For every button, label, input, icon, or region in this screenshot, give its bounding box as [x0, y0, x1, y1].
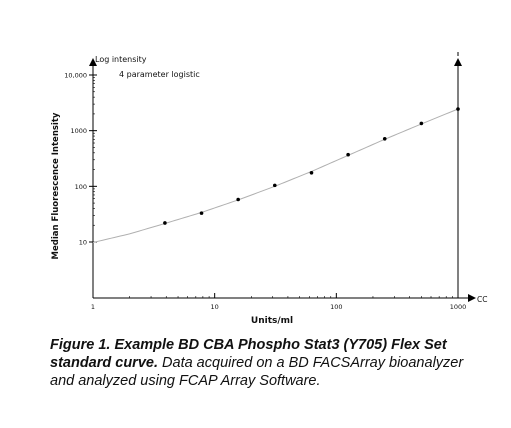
y-axis-label: Median Fluorescence Intensity [51, 112, 61, 259]
data-point [236, 197, 240, 202]
data-points [163, 107, 460, 225]
fit-curve [92, 108, 459, 243]
curve-type-annotation: 4 parameter logistic [119, 70, 200, 79]
y-tick-label: 10 [79, 239, 87, 247]
data-point [163, 221, 167, 225]
y-tick-label: 100 [75, 183, 87, 191]
data-point [382, 136, 387, 141]
caption-body: Data acquired on a BD FACSArray bioanaly… [50, 355, 464, 389]
x-tick-label: 1000 [450, 303, 467, 311]
y-axis-top-label: Log intensity [95, 55, 147, 64]
x-tick-label: 100 [330, 303, 342, 311]
y-tick-label: 10,000 [64, 72, 87, 80]
data-point [309, 171, 314, 175]
y-tick-label: 1000 [70, 127, 87, 135]
x-axis-label: Units/ml [251, 316, 293, 326]
x-axis-end-label: CC [477, 295, 487, 304]
fit-curve-layer [92, 108, 459, 243]
data-point [456, 107, 460, 111]
axis-labels: Log intensity 4 parameter logistic Media… [51, 55, 487, 326]
figure-caption: Figure 1. Example BD CBA Phospho Stat3 (… [50, 336, 490, 390]
x-tick-label: 1 [91, 303, 95, 311]
axes: 10 100 1000 10,000 1 10 100 1000 [64, 52, 476, 311]
data-point [272, 183, 277, 188]
data-point [419, 121, 424, 126]
standard-curve-chart: 10 100 1000 10,000 1 10 100 1000 Log intensity … [51, 52, 487, 326]
data-point [346, 152, 350, 157]
x-tick-label: 10 [211, 303, 219, 311]
data-point [199, 211, 204, 215]
caption-title: Figure 1. Example BD CBA Phospho Stat3 (… [50, 337, 447, 371]
